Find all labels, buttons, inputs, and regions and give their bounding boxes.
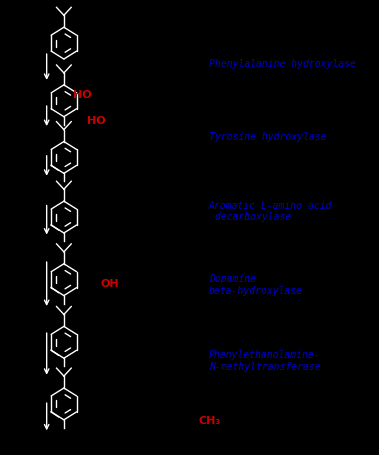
Text: OH: OH bbox=[101, 279, 119, 289]
Text: HO: HO bbox=[73, 90, 91, 100]
Text: HO: HO bbox=[87, 116, 105, 126]
Text: Phenylethanolamine-
N-methyltransferase: Phenylethanolamine- N-methyltransferase bbox=[208, 350, 320, 372]
Text: Tyrosine hydroxylase: Tyrosine hydroxylase bbox=[208, 132, 326, 142]
Text: Dopamine
beta-hydroxylase: Dopamine beta-hydroxylase bbox=[208, 274, 302, 296]
Text: Phenylalanine hydroxylase: Phenylalanine hydroxylase bbox=[208, 59, 356, 69]
Text: CH₃: CH₃ bbox=[198, 416, 221, 426]
Text: Aromatic L-amino acid
 decarboxylase: Aromatic L-amino acid decarboxylase bbox=[208, 201, 332, 222]
